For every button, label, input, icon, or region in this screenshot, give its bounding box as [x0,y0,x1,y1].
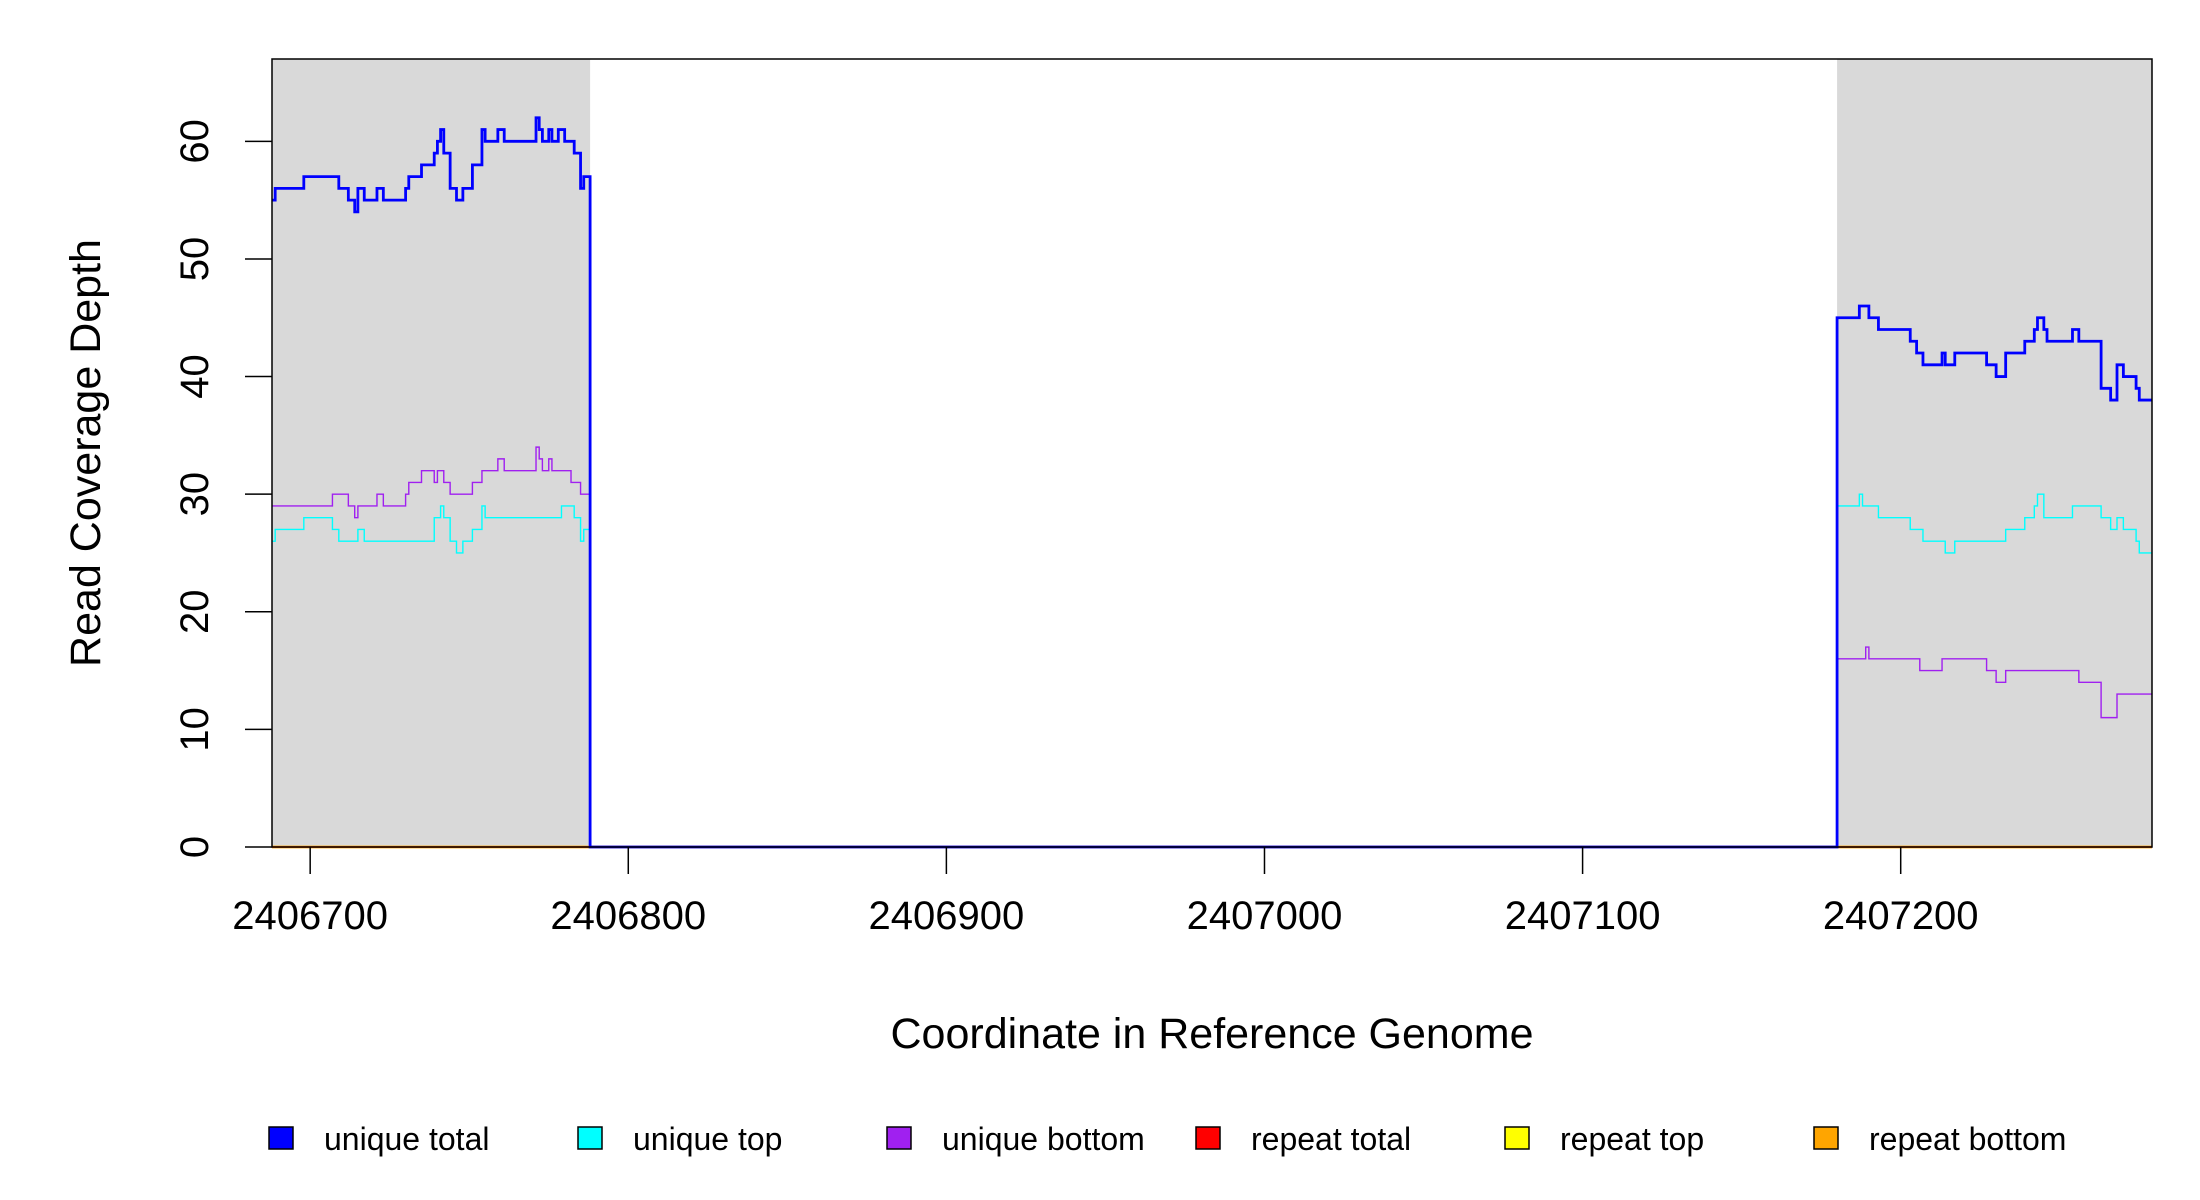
x-tick-label: 2407000 [1187,894,1343,938]
legend-label: unique top [633,1121,782,1157]
legend-label: repeat total [1251,1121,1411,1157]
legend-swatch [1813,1126,1839,1150]
legend-label: unique bottom [942,1121,1145,1157]
series-unique-total [272,116,2152,849]
x-tick-label: 2406900 [869,894,1025,938]
x-tick-label: 2406800 [550,894,706,938]
x-tick-label: 2407100 [1505,894,1661,938]
legend-swatch [268,1126,294,1150]
legend-swatch [1504,1126,1530,1150]
x-axis: 2406700 2406800 2406900 2407000 2407100 24072… [232,847,1979,938]
legend: unique total unique top unique bottom repea… [268,1121,2066,1157]
x-tick-label: 2406700 [232,894,388,938]
y-tick-label: 0 [173,836,217,858]
shaded-regions [272,59,2152,847]
legend-swatch [886,1126,912,1150]
legend-label: repeat top [1560,1121,1704,1157]
shaded-region [1837,59,2152,847]
y-tick-label: 10 [173,707,217,752]
y-axis-label: Read Coverage Depth [62,239,110,667]
legend-swatch [577,1126,603,1150]
series-unique-bottom [272,446,2152,848]
shaded-region [272,59,591,847]
plot-frame [271,58,2153,848]
y-tick-label: 60 [173,119,217,164]
y-tick-label: 40 [173,354,217,399]
y-axis: 0 10 20 30 40 50 60 [173,119,272,858]
y-tick-label: 50 [173,237,217,282]
y-tick-label: 30 [173,472,217,517]
y-tick-label: 20 [173,590,217,635]
x-axis-label: Coordinate in Reference Genome [891,1010,1534,1058]
x-tick-label: 2407200 [1823,894,1979,938]
legend-label: unique total [324,1121,489,1157]
legend-label: repeat bottom [1869,1121,2066,1157]
legend-swatch [1195,1126,1221,1150]
